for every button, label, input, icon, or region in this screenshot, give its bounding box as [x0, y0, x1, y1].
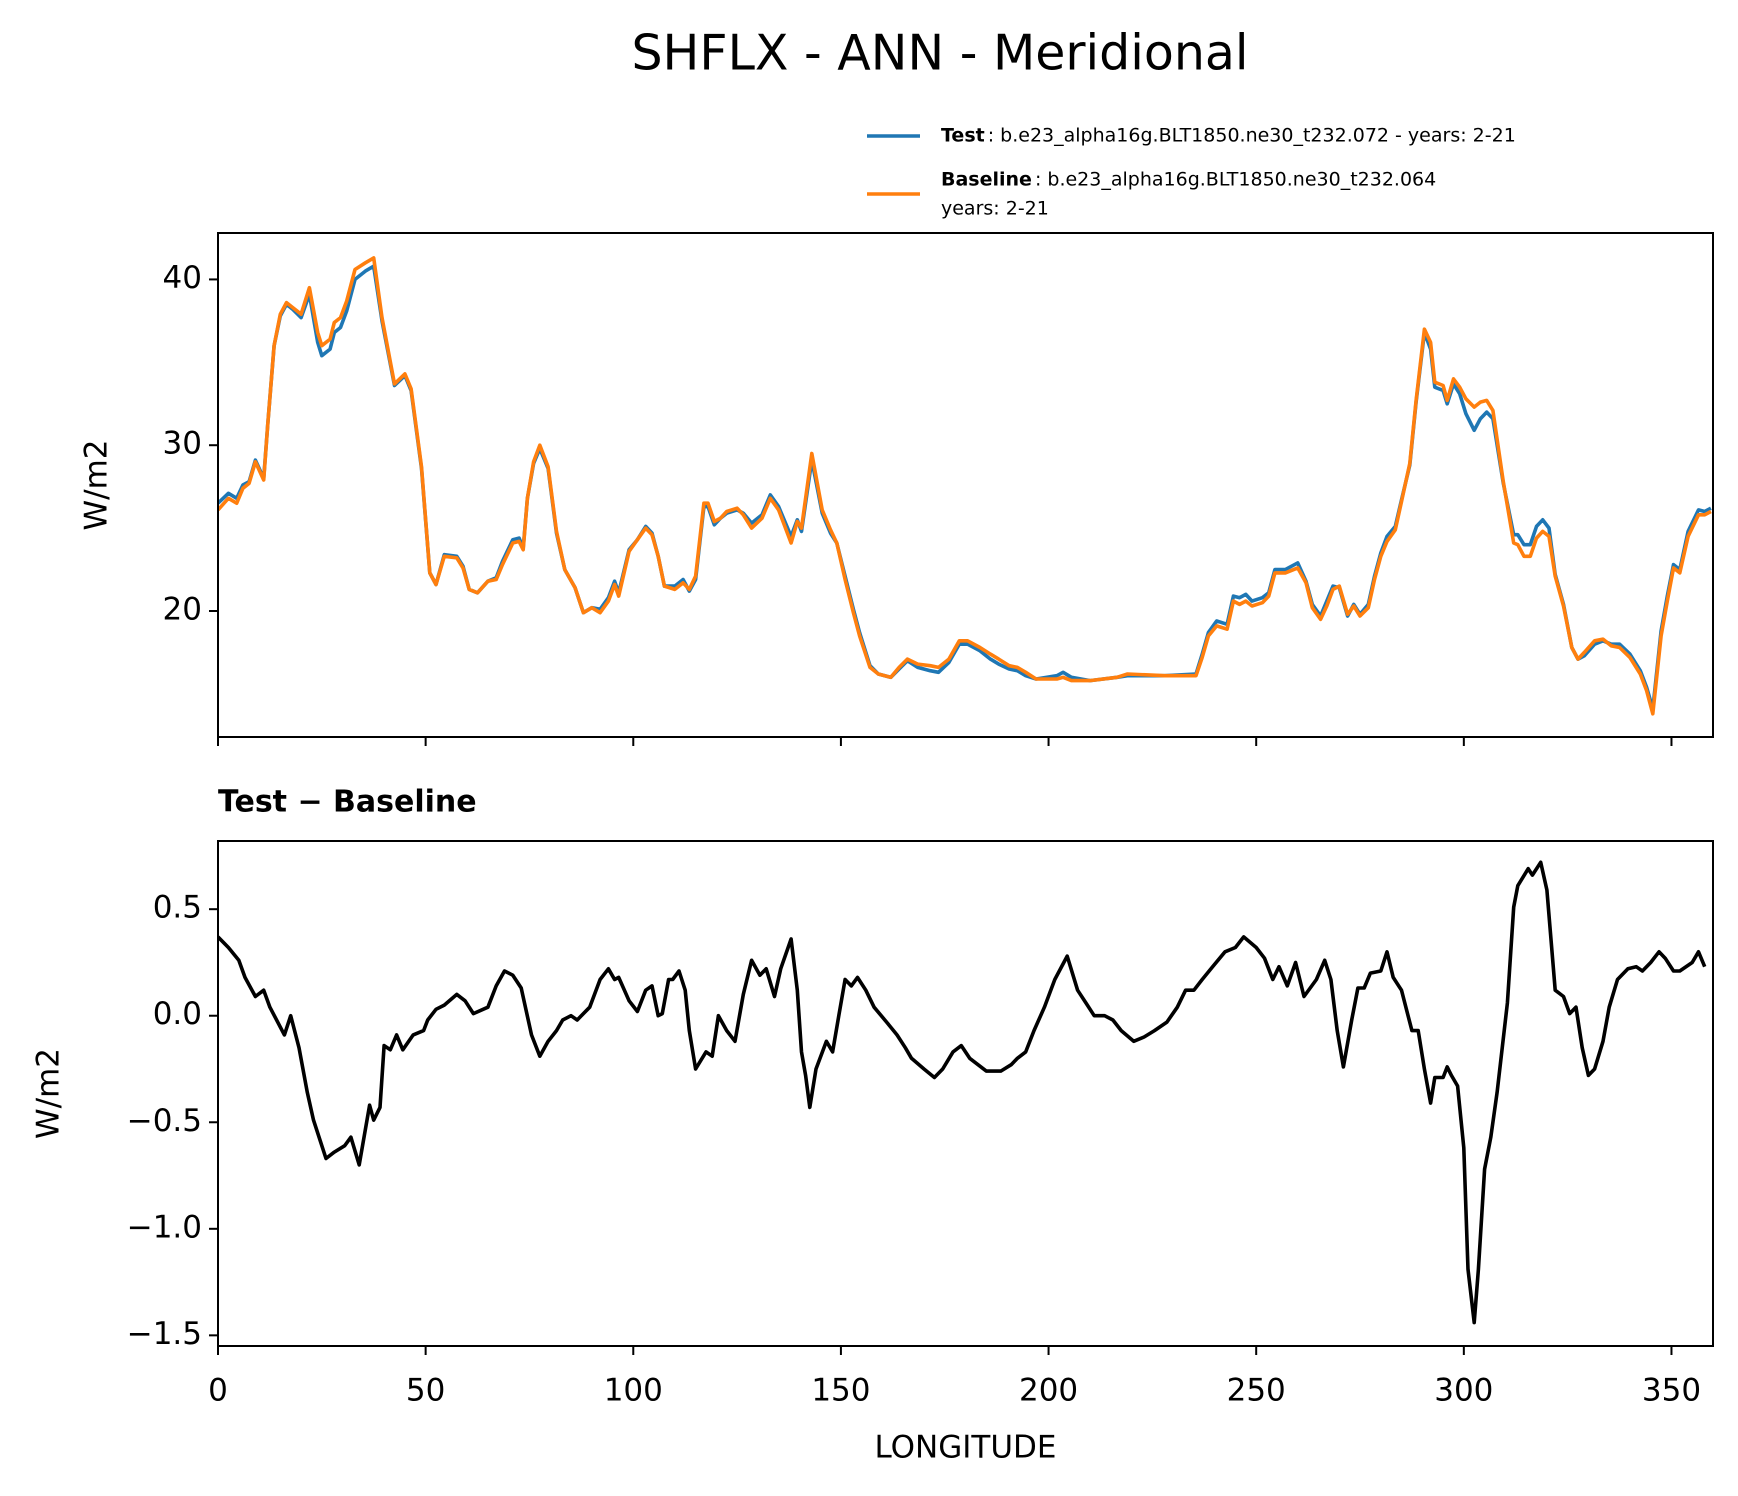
y-tick-label: 0.5 — [153, 890, 202, 926]
y-axis-label: W/m2 — [79, 439, 115, 530]
y-tick-label: −1.5 — [127, 1316, 202, 1352]
x-tick-label: 50 — [406, 1373, 445, 1409]
x-tick-label: 0 — [208, 1373, 228, 1409]
legend-description: : b.e23_alpha16g.BLT1850.ne30_t232.064 — [1035, 169, 1436, 191]
y-axis-label: W/m2 — [31, 1048, 67, 1139]
x-tick-label: 250 — [1227, 1373, 1286, 1409]
plot-area — [218, 860, 1707, 1325]
y-tick-label: 0.0 — [153, 996, 202, 1032]
y-tick-label: 20 — [163, 592, 202, 628]
x-tick-label: 300 — [1434, 1373, 1493, 1409]
y-tick-label: −1.0 — [127, 1209, 202, 1245]
series-line — [218, 860, 1707, 1325]
x-tick-label: 150 — [811, 1373, 870, 1409]
legend-description: : b.e23_alpha16g.BLT1850.ne30_t232.072 -… — [988, 125, 1516, 147]
x-axis-label: LONGITUDE — [874, 1430, 1056, 1466]
axes-frame — [217, 232, 1714, 738]
y-tick-label: −0.5 — [127, 1103, 202, 1139]
axes-frame — [217, 840, 1714, 1347]
legend-description: years: 2-21 — [941, 198, 1049, 220]
x-tick-label: 100 — [604, 1373, 663, 1409]
y-tick-label: 40 — [163, 260, 202, 296]
plot-area — [218, 256, 1712, 716]
legend-name: Baseline — [941, 169, 1032, 191]
legend-name: Test — [941, 125, 985, 147]
axes-title: Test − Baseline — [218, 785, 477, 820]
figure-title: SHFLX - ANN - Meridional — [631, 25, 1248, 82]
series-line — [218, 256, 1712, 716]
x-tick-label: 350 — [1642, 1373, 1701, 1409]
x-tick-label: 200 — [1019, 1373, 1078, 1409]
y-tick-label: 30 — [163, 426, 202, 462]
